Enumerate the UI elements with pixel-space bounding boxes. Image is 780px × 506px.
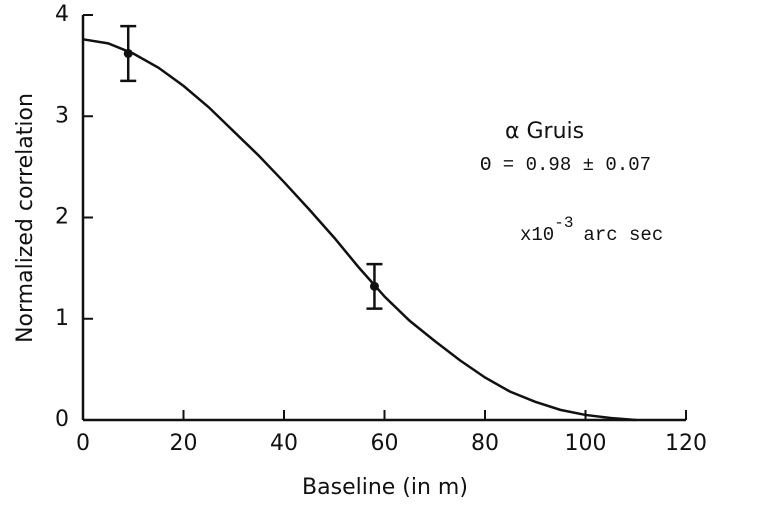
x-tick-label: 40 [270, 431, 298, 456]
annotation: arc sec [583, 224, 663, 246]
y-tick-label: 2 [55, 205, 69, 230]
y-tick-label: 4 [55, 2, 69, 27]
annotation: -3 [554, 214, 573, 232]
annotation: α Gruis [505, 119, 584, 144]
point [123, 48, 133, 58]
x-tick-label: 100 [565, 431, 607, 456]
point [369, 281, 379, 291]
y-tick-label: 3 [55, 103, 69, 128]
x-tick-label: 60 [371, 431, 399, 456]
annotation: x10 [520, 224, 554, 246]
x-tick-label: 80 [471, 431, 499, 456]
x-tick-label: 120 [665, 431, 707, 456]
x-tick-label: 0 [76, 431, 90, 456]
y-axis-label: Normalized correlation [13, 93, 38, 343]
y-tick-label: 0 [55, 407, 69, 432]
annotation: x10-3 arc sec [520, 214, 663, 246]
x-tick-label: 20 [170, 431, 198, 456]
curve [82, 38, 636, 422]
annotation: Θ = 0.98 ± 0.07 [480, 154, 651, 176]
x-axis-label: Baseline (in m) [302, 475, 468, 500]
y-tick-label: 1 [55, 306, 69, 331]
